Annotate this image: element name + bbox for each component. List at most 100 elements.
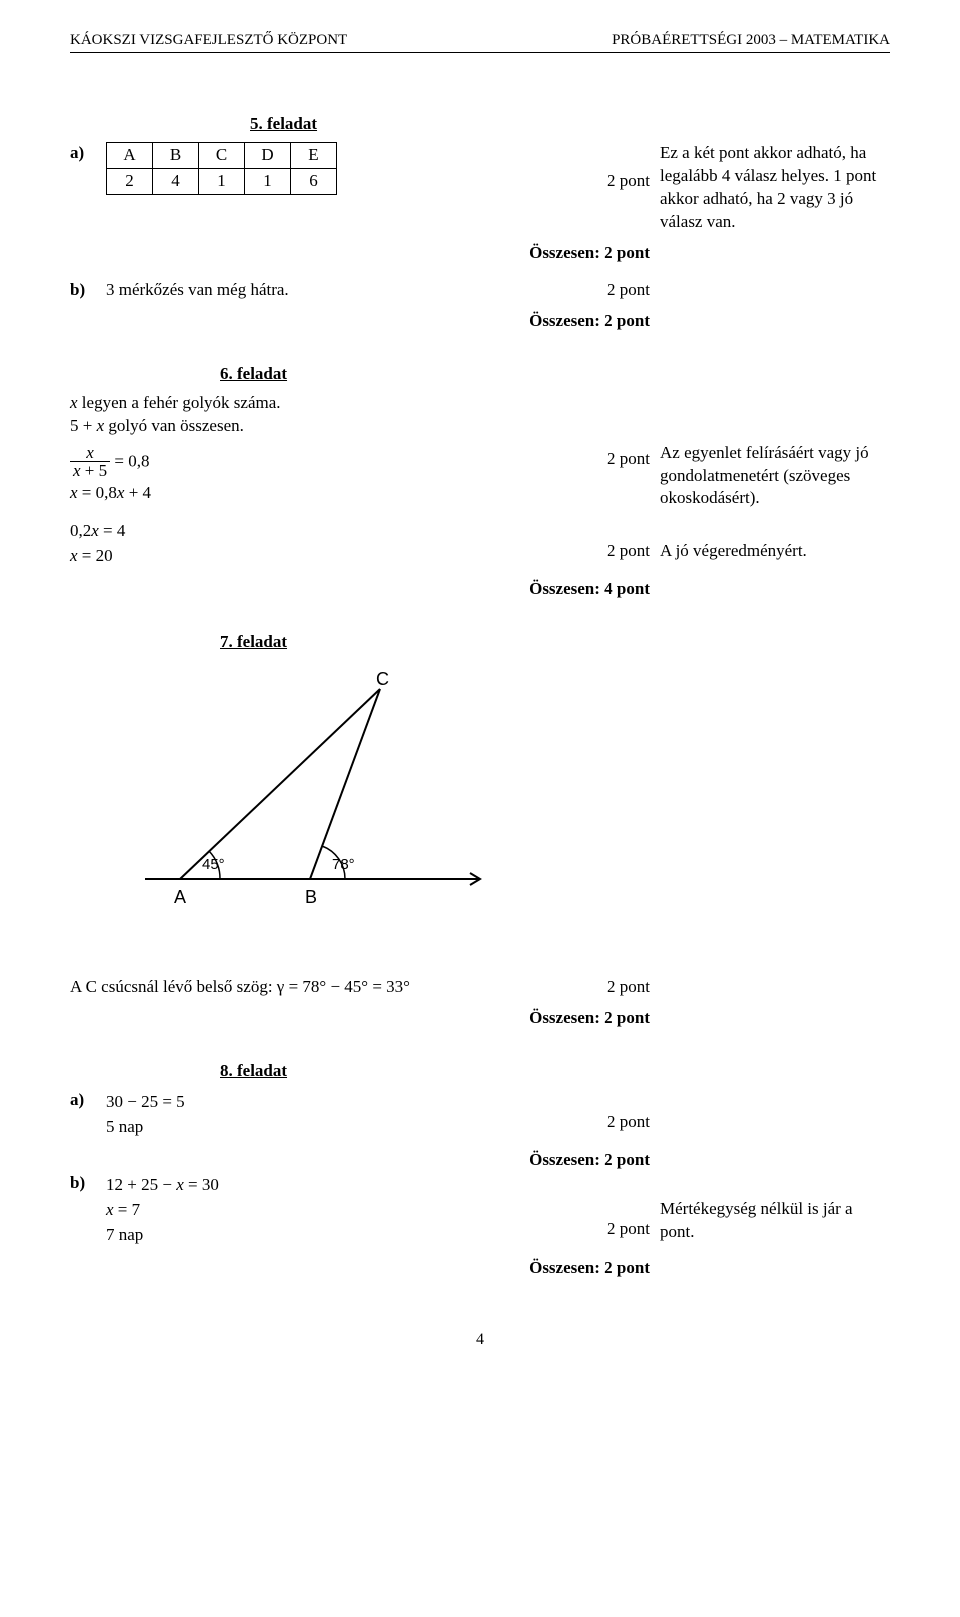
- task8-a-sumrow: Összesen: 2 pont: [70, 1149, 890, 1172]
- task5-a-label: a): [70, 142, 106, 165]
- task5-a-row: a) A B C D E 2 4 1 1 6 2 pont Ez: [70, 142, 890, 234]
- task5-b-sumrow: Összesen: 2 pont: [70, 310, 890, 333]
- b-eq1-b: = 30: [184, 1175, 219, 1194]
- fig-angle-b: 78°: [332, 856, 355, 873]
- task6-line2-b: golyó van összesen.: [104, 416, 244, 435]
- task5-title: 5. feladat: [250, 113, 890, 136]
- task6-pts2: 2 pont: [480, 518, 660, 563]
- header-left: KÁOKSZI VIZSGAFEJLESZTŐ KÖZPONT: [70, 30, 347, 50]
- task6-line1-rest: legyen a fehér golyók száma.: [78, 393, 281, 412]
- tv-0: 2: [107, 169, 153, 195]
- task6-line2-a: 5 +: [70, 416, 97, 435]
- b-eq2-b: = 7: [114, 1200, 141, 1219]
- eq2-d: + 4: [124, 483, 151, 502]
- th-E: E: [291, 143, 337, 169]
- task8-b-label: b): [70, 1172, 106, 1195]
- b-eq1-a: 12 + 25 −: [106, 1175, 176, 1194]
- th-B: B: [153, 143, 199, 169]
- eq2-a: x: [70, 483, 78, 502]
- task6-line1: x legyen a fehér golyók száma.: [70, 392, 890, 415]
- triangle-svg: C A B 45° 78°: [140, 669, 510, 919]
- task8-title: 8. feladat: [220, 1060, 890, 1083]
- task6-pts1: 2 pont: [480, 442, 660, 471]
- task6-frac-rhs: = 0,8: [110, 451, 149, 470]
- task8-a-row: a) 30 − 25 = 5 5 nap 2 pont: [70, 1089, 890, 1141]
- task7-result: A C csúcsnál lévő belső szög: γ = 78° − …: [70, 976, 480, 999]
- task8-a-sum: 2 pont: [604, 1150, 650, 1169]
- task6-frac: x x + 5: [70, 444, 110, 481]
- task5-a-sumrow: Összesen: 2 pont: [70, 242, 890, 265]
- task5: 5. feladat a) A B C D E 2 4 1 1 6: [70, 113, 890, 333]
- task6-note2: A jó végeredményért.: [660, 518, 890, 563]
- task7: 7. feladat C A B 45° 78° A C csúcsnál lé…: [70, 631, 890, 1030]
- tv-2: 1: [199, 169, 245, 195]
- task7-title: 7. feladat: [220, 631, 890, 654]
- task6-sumrow: Összesen: 4 pont: [70, 578, 890, 601]
- th-A: A: [107, 143, 153, 169]
- page-number: 4: [70, 1329, 890, 1351]
- task5-a-sum: 2 pont: [604, 243, 650, 262]
- task7-sum-lbl: Összesen:: [529, 1008, 600, 1027]
- task5-a-sum-lbl: Összesen:: [529, 243, 600, 262]
- b-eq2-a: x: [106, 1200, 114, 1219]
- task7-pts: 2 pont: [480, 976, 660, 999]
- tv-3: 1: [245, 169, 291, 195]
- task5-b-label: b): [70, 279, 106, 302]
- page-header: KÁOKSZI VIZSGAFEJLESZTŐ KÖZPONT PRÓBAÉRE…: [70, 30, 890, 53]
- task6-line1-x: x: [70, 393, 78, 412]
- fig-label-C: C: [376, 669, 389, 689]
- task7-sumrow: Összesen: 2 pont: [70, 1007, 890, 1030]
- task8-b-note: Mértékegység nélkül is jár a pont.: [660, 1172, 890, 1244]
- tv-1: 4: [153, 169, 199, 195]
- tv-4: 6: [291, 169, 337, 195]
- task8-b-sum: 2 pont: [604, 1258, 650, 1277]
- eq2-b: = 0,8: [78, 483, 117, 502]
- task6-eq-row2: 0,2x = 4 x = 20 2 pont A jó végeredményé…: [70, 518, 890, 570]
- frac-num: x: [70, 444, 110, 463]
- task6-title: 6. feladat: [220, 363, 890, 386]
- task6: 6. feladat x legyen a fehér golyók száma…: [70, 363, 890, 601]
- task6-line2: 5 + x golyó van összesen.: [70, 415, 890, 438]
- task5-b-text: 3 mérkőzés van még hátra.: [106, 279, 480, 302]
- task6-eq-row1: x x + 5 = 0,8 x = 0,8x + 4 2 pont Az egy…: [70, 442, 890, 511]
- task6-line2-x: x: [97, 416, 105, 435]
- header-right: PRÓBAÉRETTSÉGI 2003 – MATEMATIKA: [612, 30, 890, 50]
- task8-b-pts: 2 pont: [480, 1172, 660, 1241]
- task5-a-note: Ez a két pont akkor adható, ha legalább …: [660, 142, 890, 234]
- task8-b-ans: 7 nap: [106, 1224, 480, 1247]
- fig-label-B: B: [305, 887, 317, 907]
- task8-b-eq2: x = 7: [106, 1199, 480, 1222]
- frac-den-x: x: [73, 461, 81, 480]
- task8: 8. feladat a) 30 − 25 = 5 5 nap 2 pont Ö…: [70, 1060, 890, 1280]
- task8-b-eq1: 12 + 25 − x = 30: [106, 1174, 480, 1197]
- task8-a-ans: 5 nap: [106, 1116, 480, 1139]
- task7-sum: 2 pont: [604, 1008, 650, 1027]
- eq4-b: = 20: [78, 546, 113, 565]
- task6-note1: Az egyenlet felírásáért vagy jó gondolat…: [660, 442, 890, 511]
- task5-b-pts: 2 pont: [480, 279, 660, 302]
- task5-b-row: b) 3 mérkőzés van még hátra. 2 pont: [70, 279, 890, 302]
- fig-label-A: A: [174, 887, 186, 907]
- th-C: C: [199, 143, 245, 169]
- task6-eq2: x = 0,8x + 4: [70, 482, 480, 505]
- eq3-b: x: [91, 521, 99, 540]
- task6-sum: 4 pont: [604, 579, 650, 598]
- task8-b-sum-lbl: Összesen:: [529, 1258, 600, 1277]
- eq3-c: = 4: [99, 521, 126, 540]
- th-D: D: [245, 143, 291, 169]
- task8-b-sumrow: Összesen: 2 pont: [70, 1257, 890, 1280]
- task7-figure: C A B 45° 78°: [140, 669, 890, 926]
- task8-a-pts: 2 pont: [480, 1089, 660, 1134]
- eq4-a: x: [70, 546, 78, 565]
- fig-angle-a: 45°: [202, 856, 225, 873]
- task8-a-label: a): [70, 1089, 106, 1112]
- eq3-a: 0,2: [70, 521, 91, 540]
- task6-eq4: x = 20: [70, 545, 480, 568]
- task5-table: A B C D E 2 4 1 1 6: [106, 142, 337, 195]
- task7-result-row: A C csúcsnál lévő belső szög: γ = 78° − …: [70, 976, 890, 999]
- task8-a-sum-lbl: Összesen:: [529, 1150, 600, 1169]
- b-eq1-x: x: [176, 1175, 184, 1194]
- task6-sum-lbl: Összesen:: [529, 579, 600, 598]
- task8-b-row: b) 12 + 25 − x = 30 x = 7 7 nap 2 pont M…: [70, 1172, 890, 1249]
- task5-b-sum: 2 pont: [604, 311, 650, 330]
